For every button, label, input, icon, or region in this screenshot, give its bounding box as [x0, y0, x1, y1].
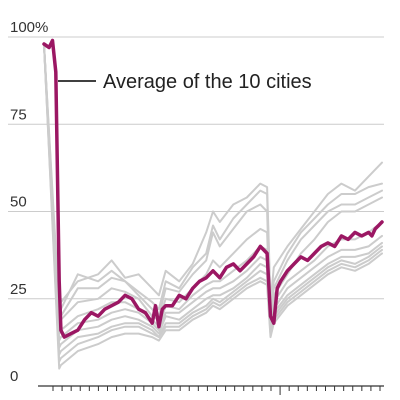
y-tick-label-100: 100% [10, 19, 48, 36]
city-line-2 [43, 43, 383, 318]
city-line-1 [43, 43, 383, 311]
city-line-3 [43, 43, 383, 325]
y-tick-label-0: 0 [10, 368, 18, 385]
city-line-7 [43, 43, 383, 349]
annotation-label: Average of the 10 cities [103, 71, 312, 93]
average-series-line [42, 38, 384, 339]
y-tick-label-75: 75 [10, 106, 27, 123]
y-tick-label-25: 25 [10, 281, 27, 298]
city-series-lines [43, 43, 383, 370]
x-axis [38, 385, 384, 395]
city-line-4 [43, 43, 383, 328]
city-line-8 [43, 43, 383, 356]
city-line-5 [43, 43, 383, 335]
city-line-10 [43, 43, 383, 370]
city-line-6 [43, 43, 383, 342]
y-tick-label-50: 50 [10, 194, 27, 211]
city-line-9 [43, 43, 383, 363]
annotation-group: Average of the 10 cities [58, 71, 312, 93]
y-axis-tick-labels: 100% 75 50 25 0 [10, 19, 48, 385]
average-line [42, 38, 384, 339]
